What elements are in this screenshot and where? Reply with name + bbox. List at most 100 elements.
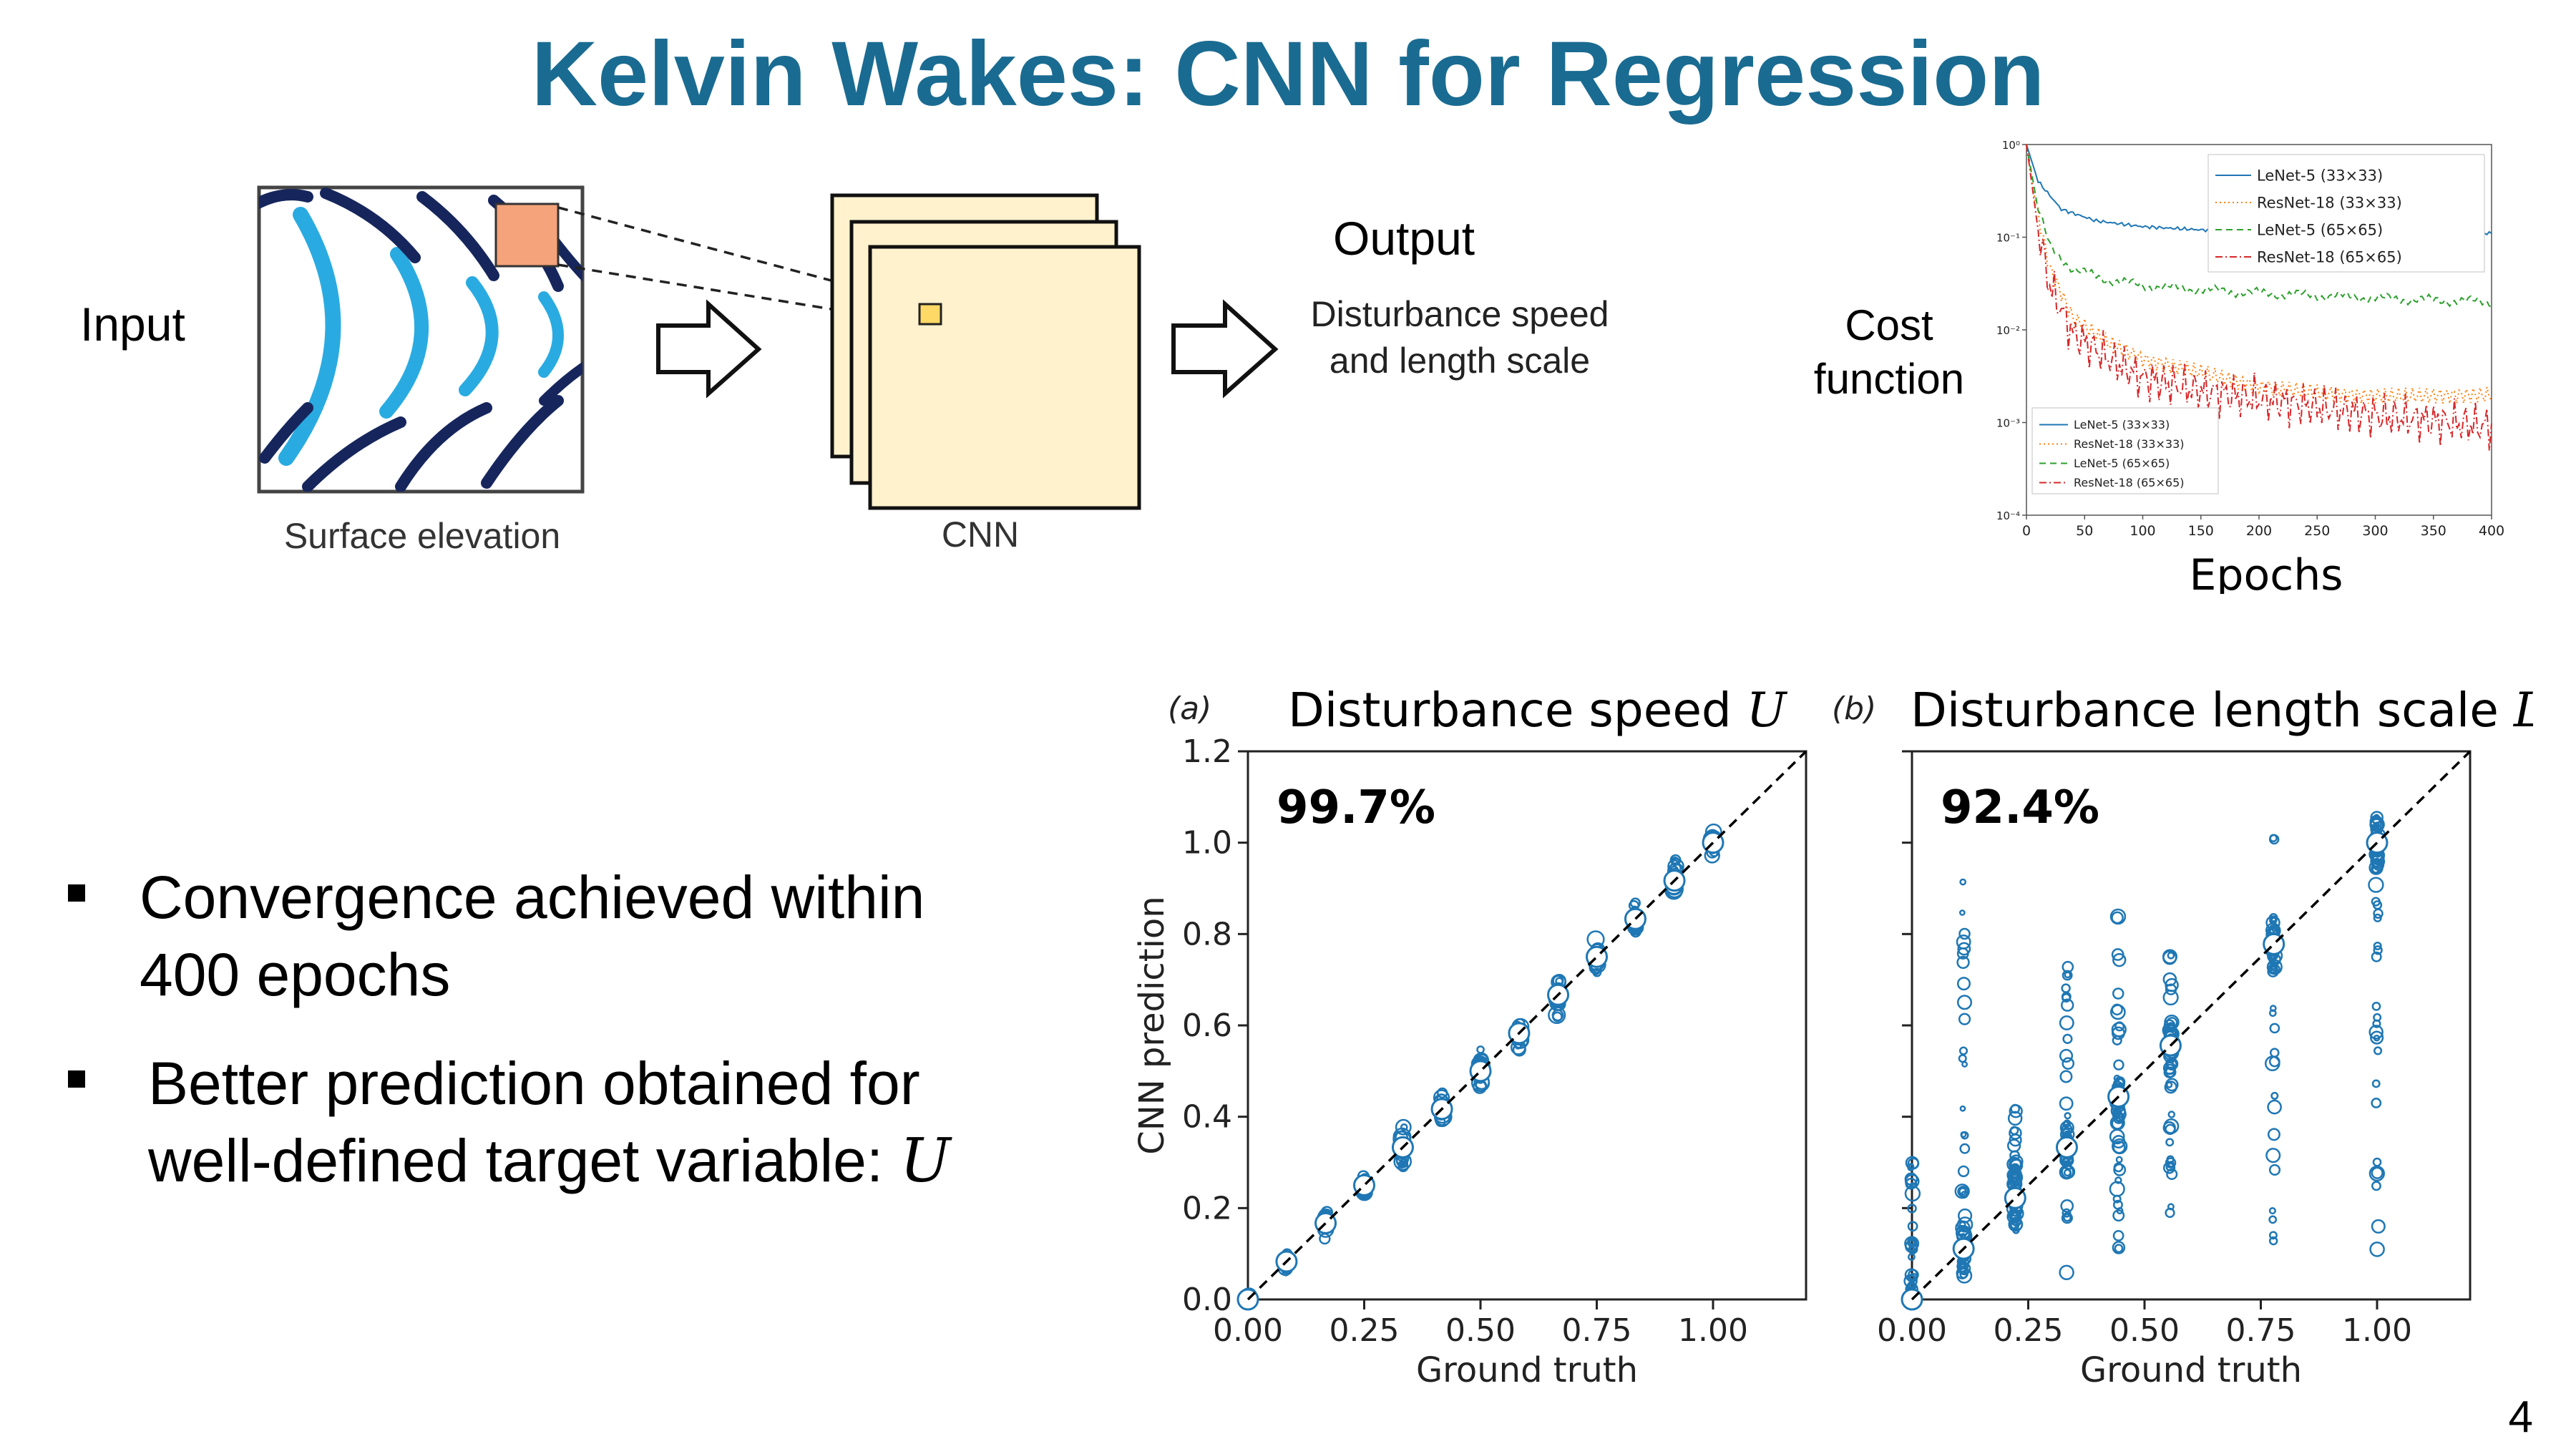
data-point: [1904, 1174, 1920, 1189]
cost-legend-label: ResNet-18 (33×33): [2257, 194, 2402, 211]
cost-legend-label: ResNet-18 (65×65): [2074, 476, 2185, 489]
data-point: [1400, 1123, 1408, 1131]
data-point: [2064, 1112, 2072, 1120]
bullet-2-text: well-defined target variable:: [148, 1127, 900, 1194]
y-tick-label: 1.0: [1182, 825, 1232, 862]
data-point: [2371, 951, 2382, 962]
data-point: [1398, 1158, 1409, 1169]
cost-x-tick-label: 350: [2421, 523, 2446, 539]
cost-function-label-2: function: [1813, 355, 1965, 403]
data-point: [2268, 1236, 2278, 1246]
data-point: [1958, 927, 1971, 940]
cost-x-tick-label: 50: [2076, 523, 2093, 539]
data-point: [2063, 1119, 2072, 1128]
data-point: [2368, 1025, 2384, 1040]
data-point: [1957, 1165, 1970, 1178]
data-point: [2009, 1104, 2023, 1118]
cost-legend-label: LeNet-5 (65×65): [2257, 221, 2383, 238]
wake-crest-dark-7: [302, 416, 406, 492]
data-point: [2167, 952, 2175, 960]
wake-crest-light-1: [278, 207, 341, 466]
data-point: [2369, 1241, 2385, 1257]
data-point: [2270, 960, 2276, 966]
cost-series-line: [2026, 144, 2492, 308]
scatter-title-math: L: [2513, 683, 2533, 738]
cost-x-tick-label: 250: [2304, 523, 2330, 539]
bullet-2-line-2: well-defined target variable: U: [148, 1122, 1141, 1199]
data-point: [2268, 1206, 2277, 1215]
data-point: [2059, 1015, 2074, 1030]
scatter-plot-length-scale: (b) Disturbance length scale L 92.4% 0.00 0.…: [1832, 683, 2533, 1388]
cost-y-tick-label: 10⁰: [2002, 139, 2020, 152]
output-line-1: Disturbance speed: [1310, 294, 1609, 334]
data-point: [2264, 1055, 2280, 1072]
scatter-title: Disturbance length scale L: [1911, 683, 2533, 738]
data-point: [1670, 856, 1679, 866]
data-point: [2062, 1208, 2072, 1218]
data-point: [2110, 1004, 2126, 1020]
data-point: [2373, 1046, 2383, 1055]
data-point: [1905, 1156, 1919, 1170]
cost-y-tick-label: 10⁻⁴: [1996, 509, 2020, 522]
data-point: [2162, 972, 2177, 987]
data-point: [1957, 1262, 1971, 1276]
cost-legend-box: [2207, 154, 2485, 273]
data-point: [1959, 1143, 1971, 1154]
data-point: [2368, 1165, 2385, 1182]
x-tick-label: 1.00: [2342, 1312, 2412, 1349]
cost-legend-label: LeNet-5 (65×65): [2074, 457, 2170, 470]
panel-tag: (a): [1168, 691, 1211, 727]
x-axis-label: Ground truth: [2080, 1350, 2302, 1388]
wake-crest-dark-1: [259, 189, 313, 210]
scatter-title-math: U: [1747, 683, 1788, 738]
cnn-receptive-field: [918, 303, 942, 326]
data-point: [2267, 1128, 2280, 1141]
data-point: [2062, 960, 2074, 973]
wake-crest-dark-10: [539, 361, 582, 406]
data-point: [1958, 1187, 1967, 1196]
data-point: [1958, 1208, 1973, 1224]
cost-function-chart: 0 50 100 150 200 250 300 350 400 10⁰ 10⁻¹ 10⁻² 10⁻³ 1…: [1996, 139, 2504, 594]
data-point: [2371, 1002, 2381, 1011]
input-patch: [494, 203, 560, 268]
data-point: [1956, 955, 1970, 970]
data-point: [2062, 970, 2073, 981]
data-point: [2373, 945, 2383, 955]
data-point: [1954, 1184, 1970, 1199]
data-point: [1956, 1216, 1974, 1233]
data-point: [1908, 1253, 1916, 1261]
x-tick-label: 0.75: [1562, 1312, 1632, 1349]
pipeline-diagram: [257, 185, 1279, 510]
data-point: [1958, 909, 1966, 916]
data-point: [2268, 1231, 2278, 1240]
data-point: [2268, 1163, 2281, 1176]
cost-legend-box: [2031, 407, 2219, 494]
data-point: [2269, 834, 2278, 843]
accuracy-annotation: 92.4%: [1941, 781, 2099, 834]
scatter-title-text: Disturbance length scale: [1911, 683, 2514, 738]
data-point: [1395, 1118, 1412, 1136]
data-point: [2162, 1161, 2176, 1174]
data-point: [2111, 948, 2124, 961]
cost-x-tick-label: 400: [2479, 523, 2504, 539]
cost-legend-label: LeNet-5 (33×33): [2257, 167, 2383, 184]
data-point: [1907, 1204, 1917, 1214]
data-point: [2373, 913, 2382, 922]
data-point: [2166, 1058, 2177, 1070]
data-point: [2114, 1176, 2122, 1184]
cost-x-tick-label: 300: [2362, 523, 2388, 539]
data-point: [1958, 1013, 1971, 1025]
bullet-1-line-2: 400 epochs: [140, 941, 451, 1008]
cost-x-axis-label: Epochs: [2190, 550, 2343, 594]
data-point: [2371, 1166, 2384, 1179]
data-point: [2368, 860, 2384, 875]
x-tick-label: 0.75: [2226, 1312, 2296, 1349]
data-point: [2165, 977, 2179, 992]
data-point: [2371, 897, 2381, 907]
wake-crest-dark-9: [481, 395, 564, 489]
cost-series-line: [2026, 144, 2492, 451]
wake-crest-light-2: [379, 247, 429, 419]
data-point: [1907, 1274, 1916, 1283]
data-point: [2112, 1138, 2128, 1155]
wake-crest-light-4: [538, 291, 564, 378]
